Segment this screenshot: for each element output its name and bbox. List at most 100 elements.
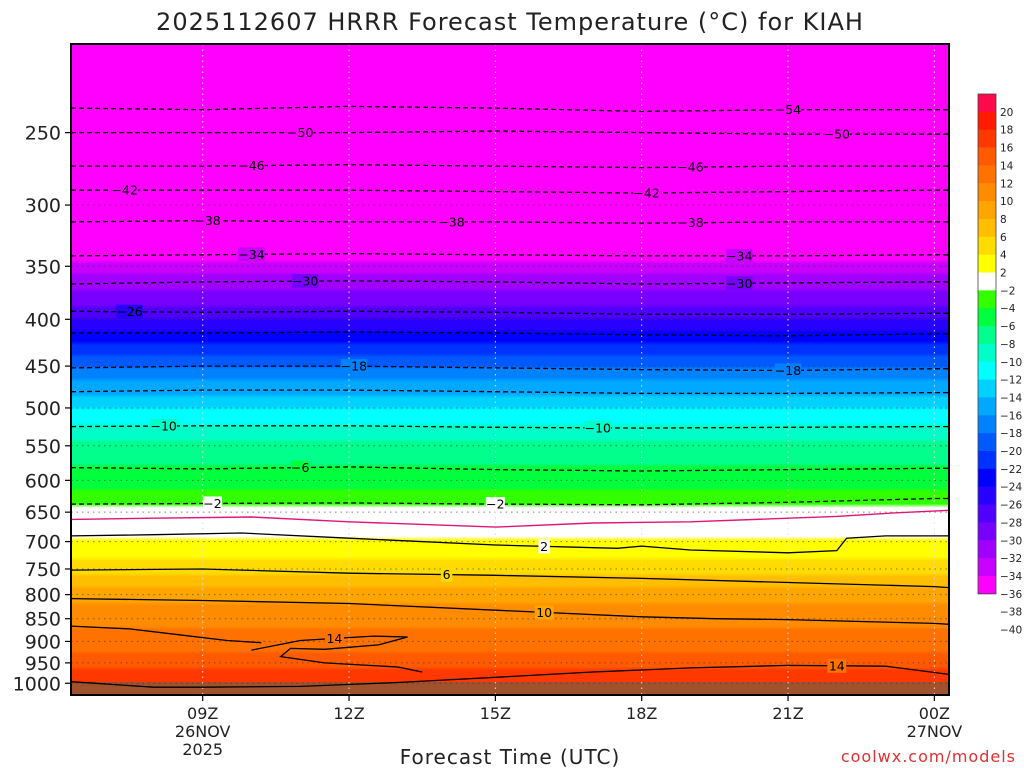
isotherm-label-bg bbox=[202, 496, 222, 511]
colorbar-label: 6 bbox=[1000, 232, 1007, 244]
colorbar-label: −12 bbox=[1000, 375, 1022, 387]
colorbar-label: −34 bbox=[1000, 571, 1022, 583]
chart-title: 2025112607 HRRR Forecast Temperature (°C… bbox=[156, 8, 864, 36]
y-tick-label-550: 550 bbox=[25, 436, 61, 458]
isotherm-m50-1 bbox=[71, 130, 949, 135]
colorbar-label: −10 bbox=[1000, 357, 1022, 369]
isotherm-label: −18 bbox=[341, 359, 367, 374]
isotherm-label-bg bbox=[677, 160, 704, 175]
colorbar-label: 14 bbox=[1000, 160, 1014, 172]
isotherm-m6-12 bbox=[71, 466, 949, 472]
isotherm-m26-7 bbox=[71, 310, 949, 315]
isotherm-label-bg bbox=[726, 276, 753, 291]
isotherm-label: −38 bbox=[194, 213, 220, 228]
colorbar-label: −38 bbox=[1000, 607, 1022, 619]
colorbar-swatch bbox=[978, 129, 996, 148]
y-tick-label-750: 750 bbox=[25, 559, 61, 581]
x-tick-label-24-1: 27NOV bbox=[907, 722, 963, 741]
colorbar-swatch bbox=[978, 486, 996, 505]
colorbar-label: 10 bbox=[1000, 196, 1013, 208]
colorbar-swatch bbox=[978, 326, 996, 345]
y-tick-label-800: 800 bbox=[25, 585, 61, 607]
isotherm-label: −18 bbox=[775, 363, 801, 378]
colorbar-swatch bbox=[978, 236, 996, 256]
isotherm-label-bg bbox=[584, 420, 612, 435]
colorbar-swatch bbox=[978, 451, 996, 470]
isotherm-label: −30 bbox=[726, 276, 752, 291]
isotherm-labels: −54 −50 −50 −46 −46 −42 −42 −38 −38 −38 −34 −34 −30 −… bbox=[111, 102, 851, 673]
y-tick-label-900: 900 bbox=[25, 631, 61, 653]
isotherm-0-14 bbox=[71, 509, 949, 528]
isotherm-label: −6 bbox=[291, 460, 309, 475]
colorbar-label: −30 bbox=[1000, 535, 1022, 547]
colorbar-label: −32 bbox=[1000, 553, 1022, 565]
isotherm-6-16 bbox=[71, 568, 949, 589]
surface-ground bbox=[71, 682, 949, 695]
isotherm-label: −30 bbox=[292, 274, 318, 289]
isotherm-m2-13 bbox=[71, 497, 949, 506]
isotherm-label-bg bbox=[111, 183, 138, 198]
y-tick-label-700: 700 bbox=[25, 532, 61, 554]
isotherm-14-18 bbox=[71, 664, 949, 688]
colorbar-label: −4 bbox=[1000, 303, 1016, 315]
x-tick-label-9-2: 2025 bbox=[182, 740, 223, 759]
y-tick-label-850: 850 bbox=[25, 609, 61, 631]
isotherm-m18-9 bbox=[71, 365, 949, 372]
colorbar-swatch bbox=[978, 361, 996, 380]
isotherm-label-bg bbox=[238, 158, 265, 173]
isotherm-label-bg bbox=[116, 304, 143, 319]
isotherm-label-bg bbox=[538, 539, 550, 554]
isotherm-label: −42 bbox=[633, 185, 659, 200]
x-tick-label-21-0: 21Z bbox=[772, 704, 803, 723]
isotherm-label: −2 bbox=[203, 496, 221, 511]
colorbar-swatch bbox=[978, 433, 996, 452]
isotherm-label-bg bbox=[677, 215, 704, 230]
colorbar-swatch bbox=[978, 468, 996, 488]
isotherm-label: 10 bbox=[536, 605, 552, 620]
isotherm-label-bg bbox=[726, 248, 753, 263]
colorbar: 20 18 16 14 12 10 8 6 4 2 −2 −4 −6 −8 −10 −12 −14 −16 −18 −… bbox=[977, 93, 1022, 637]
isotherm-label: −38 bbox=[438, 214, 464, 229]
colorbar-swatch bbox=[978, 540, 996, 559]
isotherm-label-bg bbox=[827, 658, 847, 673]
isotherm-label-bg bbox=[290, 460, 310, 475]
colorbar-label: 18 bbox=[1000, 125, 1013, 137]
colorbar-label: −8 bbox=[1000, 339, 1015, 351]
colorbar-swatch bbox=[978, 575, 996, 595]
isotherm-label: 2 bbox=[540, 539, 548, 554]
y-tick-label-400: 400 bbox=[25, 309, 61, 331]
isotherm-label-bg bbox=[440, 567, 453, 582]
colorbar-label: −22 bbox=[1000, 464, 1022, 476]
colorbar-swatch bbox=[978, 522, 996, 541]
isotherm-label-bg bbox=[150, 419, 177, 434]
x-tick-label-12-0: 12Z bbox=[333, 704, 364, 723]
colorbar-swatch bbox=[978, 504, 996, 523]
isotherm-label-bg bbox=[438, 214, 465, 229]
isotherm-label-bg bbox=[485, 497, 505, 512]
colorbar-swatch bbox=[978, 147, 996, 166]
colorbar-swatch bbox=[978, 397, 996, 416]
y-tick-label-250: 250 bbox=[25, 123, 61, 145]
isotherm-label-bg bbox=[534, 605, 554, 620]
colorbar-swatch bbox=[978, 201, 996, 220]
isotherm-label: −34 bbox=[238, 247, 264, 262]
isotherm-label: 14 bbox=[326, 631, 342, 646]
y-tick-label-650: 650 bbox=[25, 502, 61, 524]
isotherm-m10-11 bbox=[71, 425, 949, 429]
isotherm-label: 14 bbox=[829, 658, 845, 673]
x-tick-label-9-0: 09Z bbox=[187, 704, 218, 723]
isotherm-label: 6 bbox=[443, 567, 451, 582]
isotherm-m14-10 bbox=[71, 389, 949, 395]
isotherm-14-20 bbox=[71, 625, 262, 644]
colorbar-label: −20 bbox=[1000, 446, 1022, 458]
colorbar-frame bbox=[977, 93, 997, 595]
colorbar-swatch bbox=[978, 290, 996, 309]
temperature-field bbox=[71, 44, 949, 695]
isotherm-label: −46 bbox=[677, 160, 703, 175]
colorbar-swatch bbox=[978, 94, 996, 113]
colorbar-swatch bbox=[978, 165, 996, 184]
plot-area: −54 −50 −50 −46 −46 −42 −42 −38 −38 −38 −34 −34 −30 −… bbox=[71, 44, 949, 695]
isotherm-10-17 bbox=[71, 597, 949, 625]
